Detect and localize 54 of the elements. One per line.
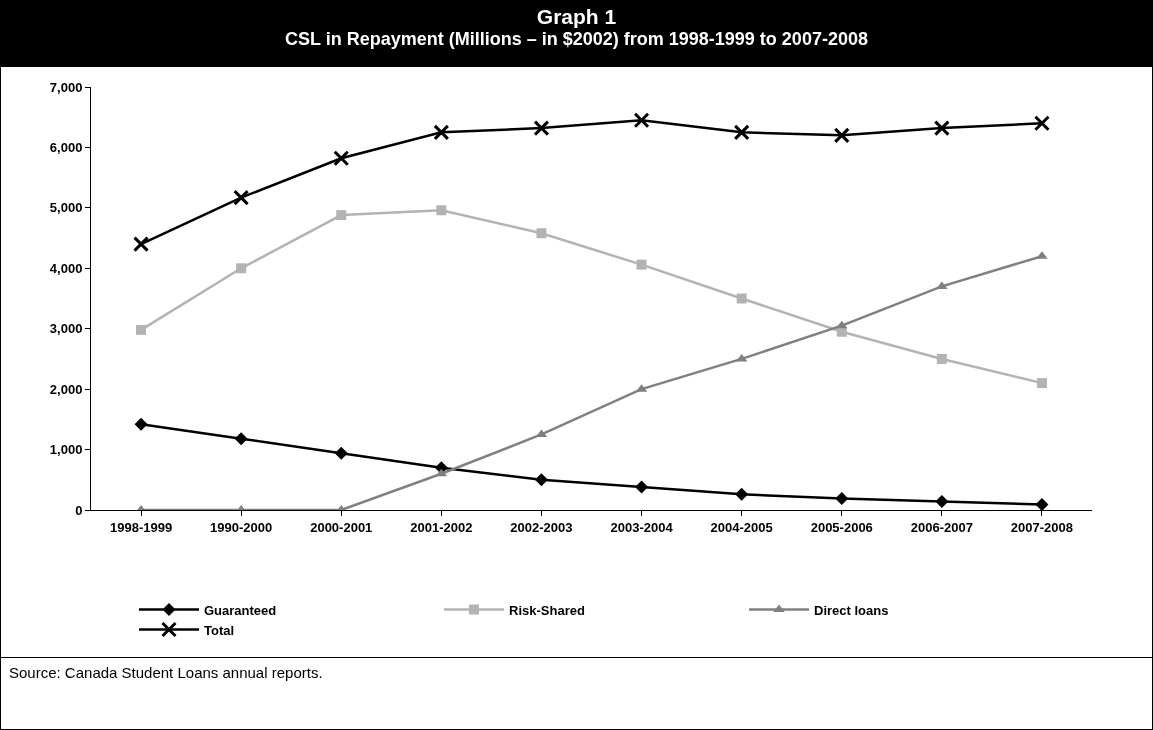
- point: [736, 293, 747, 304]
- point: [533, 120, 550, 137]
- point: [133, 236, 150, 253]
- point: [534, 473, 548, 487]
- x-tick-label: 2006-2007: [910, 519, 973, 535]
- point: [836, 326, 847, 337]
- point: [1036, 378, 1047, 389]
- point: [636, 259, 647, 270]
- point: [1035, 498, 1049, 510]
- point: [433, 124, 450, 141]
- chart-subtitle: CSL in Repayment (Millions – in $2002) from 1998-1999 to 2007-2008: [284, 29, 869, 50]
- point: [733, 124, 750, 141]
- point: [134, 417, 148, 431]
- point: [1033, 115, 1050, 132]
- x-tick-label: 2007-2008: [1010, 519, 1074, 535]
- point: [136, 324, 147, 335]
- y-tick-label: 1,000: [49, 442, 83, 458]
- y-tick-label: 5,000: [49, 200, 83, 216]
- x-tick-label: 2000-2001: [310, 519, 373, 535]
- point: [233, 189, 250, 206]
- point: [436, 205, 447, 216]
- point: [936, 353, 947, 364]
- y-tick-label: 4,000: [49, 260, 83, 276]
- y-tick-label: 7,000: [49, 79, 83, 95]
- point: [933, 120, 950, 137]
- point: [536, 228, 547, 239]
- point: [635, 480, 649, 494]
- x-tick-label: 2005-2006: [810, 519, 873, 535]
- x-tick-label: 2001-2002: [410, 519, 473, 535]
- y-tick-label: 2,000: [49, 381, 83, 397]
- point: [633, 112, 650, 129]
- chart-title: Graph 1: [535, 5, 618, 29]
- y-tick-label: 6,000: [49, 139, 83, 155]
- y-tick-label: 3,000: [49, 321, 83, 337]
- legend-label: Total: [204, 622, 235, 638]
- point: [336, 210, 347, 221]
- x-tick-label: 1998-1999: [109, 519, 173, 535]
- x-tick-label: 2003-2004: [610, 519, 674, 535]
- point: [935, 495, 949, 509]
- legend-label: Guaranteed: [204, 602, 277, 618]
- x-tick-label: 1990-2000: [210, 519, 273, 535]
- legend-label: Risk-Shared: [509, 602, 585, 618]
- point: [334, 446, 348, 460]
- point: [833, 127, 850, 144]
- point: [735, 487, 749, 501]
- point: [333, 150, 350, 167]
- y-tick-label: 0: [75, 502, 83, 518]
- point: [835, 492, 849, 506]
- source-note: Source: Canada Student Loans annual reports.: [1, 657, 1152, 687]
- x-tick-label: 2002-2003: [510, 519, 573, 535]
- point: [234, 432, 248, 446]
- x-tick-label: 2004-2005: [710, 519, 773, 535]
- legend-label: Direct loans: [814, 602, 889, 618]
- point: [236, 263, 247, 274]
